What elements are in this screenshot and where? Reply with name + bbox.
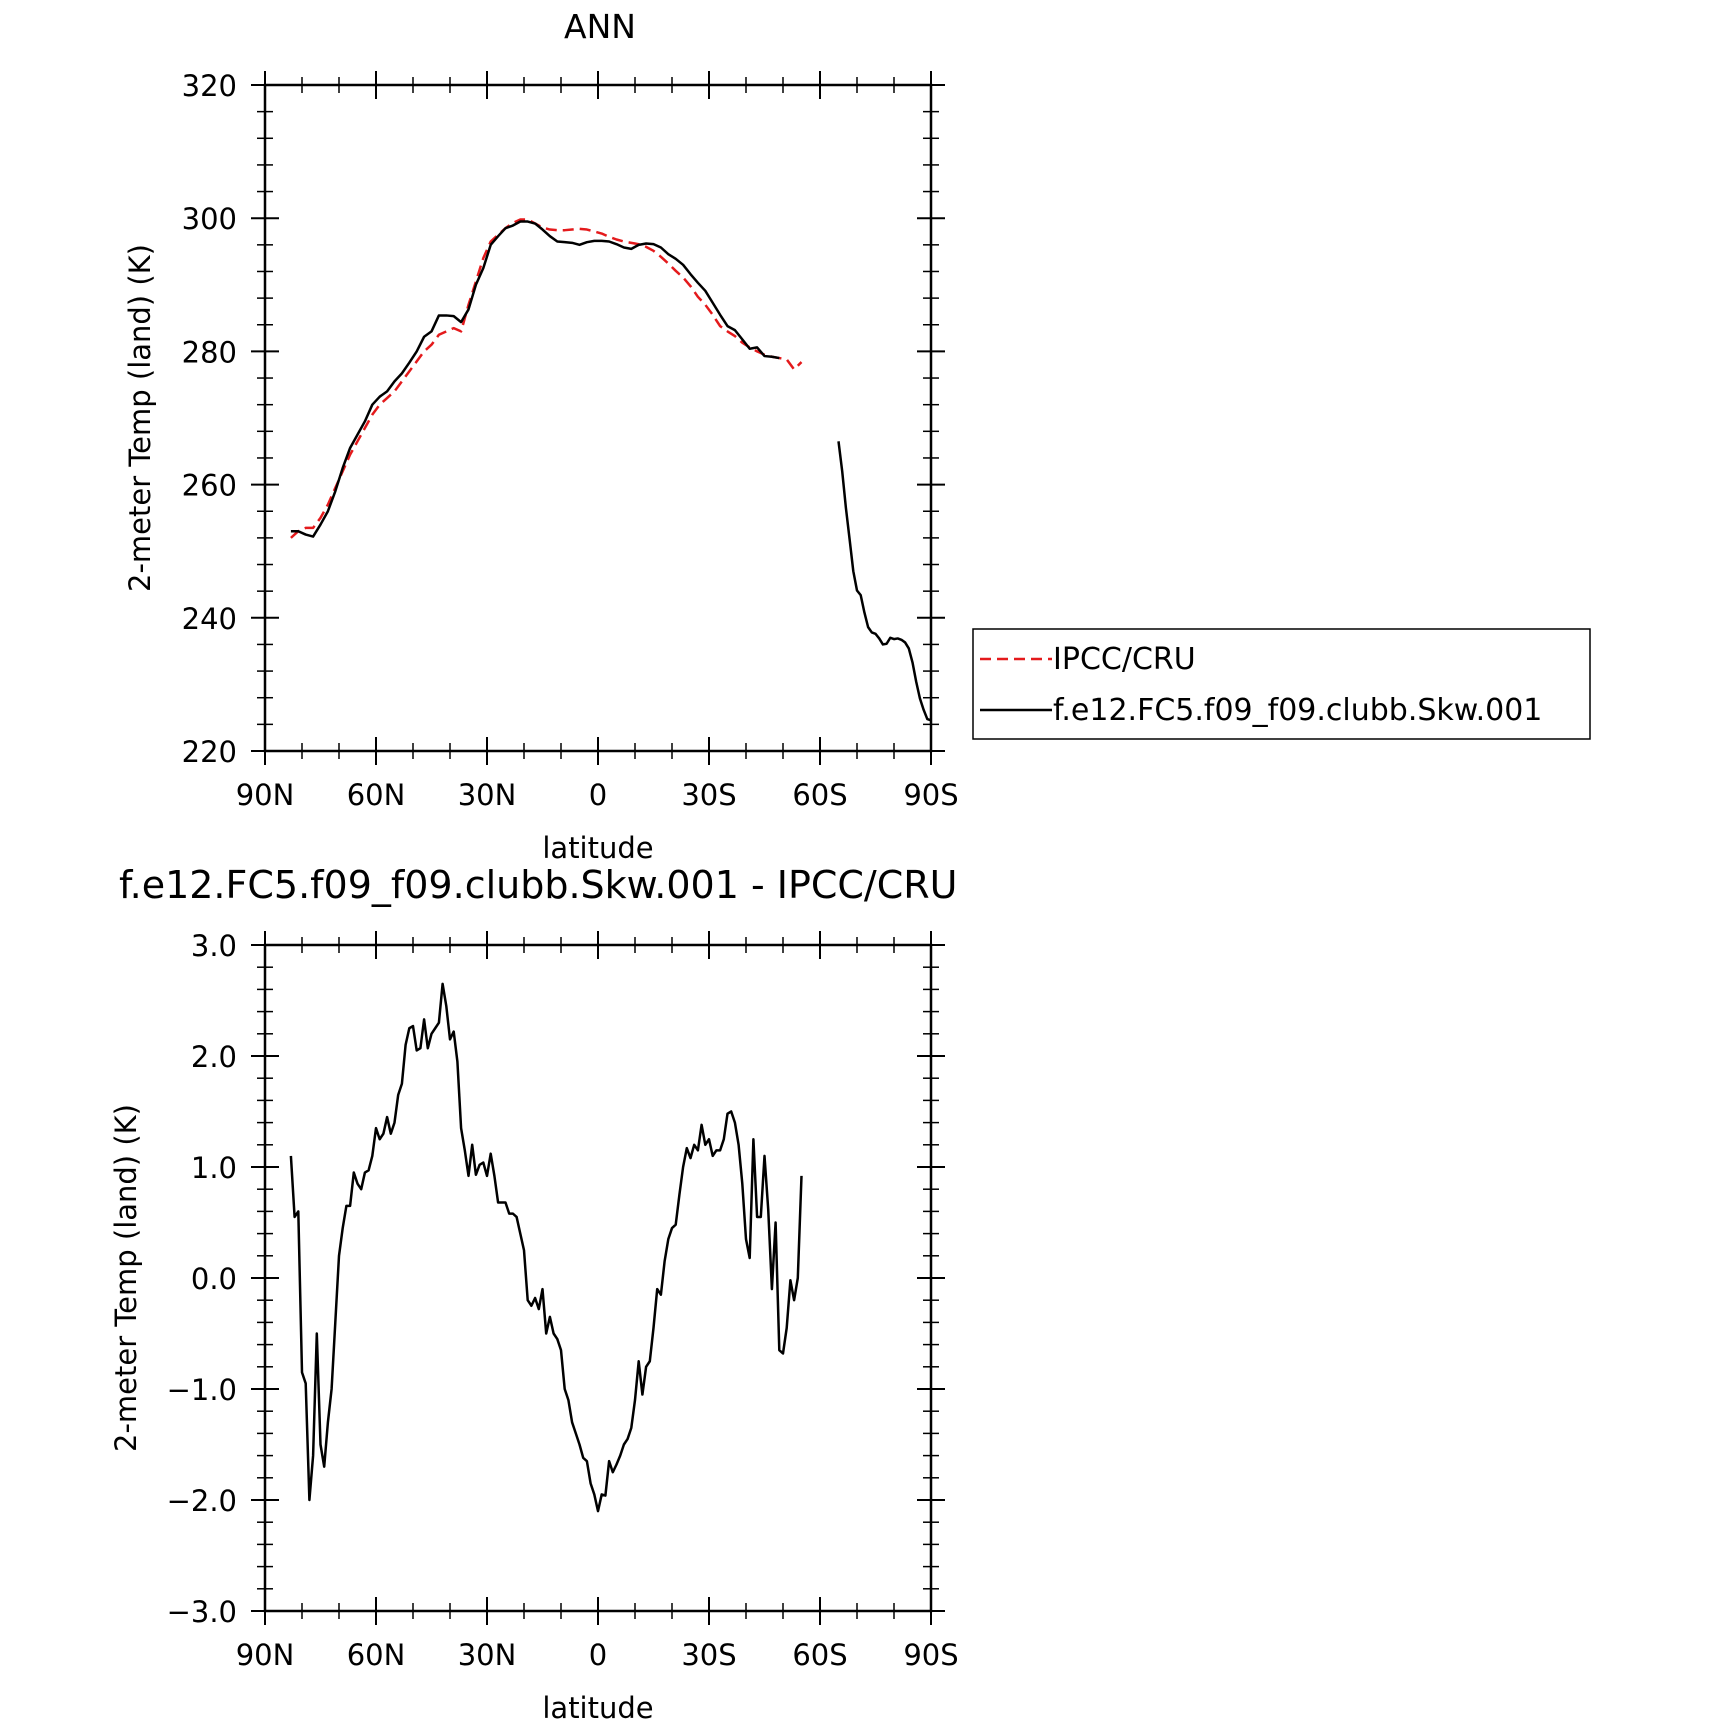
top-x-tick-label: 30N xyxy=(458,778,517,812)
bottom-panel: f.e12.FC5.f09_f09.clubb.Skw.001 - IPCC/C… xyxy=(109,863,959,1725)
top-x-tick-label: 60N xyxy=(347,778,406,812)
bottom-x-tick-label: 30N xyxy=(458,1638,517,1672)
bottom-x-tick-label: 90N xyxy=(236,1638,295,1672)
bottom-y-tick-label: 1.0 xyxy=(191,1151,237,1185)
bottom-y-tick-label: 2.0 xyxy=(191,1040,237,1074)
legend-label-model: f.e12.FC5.f09_f09.clubb.Skw.001 xyxy=(1053,693,1542,728)
top-x-axis-label: latitude xyxy=(542,831,653,865)
legend-label-ipcc-cru: IPCC/CRU xyxy=(1053,642,1196,677)
bottom-x-tick-label: 60N xyxy=(347,1638,406,1672)
bottom-chart-title: f.e12.FC5.f09_f09.clubb.Skw.001 - IPCC/C… xyxy=(119,863,958,907)
top-panel: ANN 90N 60N 30N 0 30S 60S 90S 220 240 260 280 300 32… xyxy=(123,7,959,865)
top-x-tick-label: 0 xyxy=(589,778,607,812)
top-y-tick-label: 260 xyxy=(182,469,237,503)
top-y-tick-label: 320 xyxy=(182,69,237,103)
top-x-tick-label: 90S xyxy=(903,778,958,812)
bottom-y-tick-label: −1.0 xyxy=(167,1373,237,1407)
top-plot-frame xyxy=(263,83,933,753)
bottom-x-tick-label: 60S xyxy=(792,1638,847,1672)
top-y-tick-label: 220 xyxy=(182,735,237,769)
bottom-x-tick-label: 90S xyxy=(903,1638,958,1672)
bottom-plot-frame xyxy=(263,943,933,1613)
top-x-tick-label: 90N xyxy=(236,778,295,812)
bottom-x-tick-label: 30S xyxy=(681,1638,736,1672)
bottom-x-axis-label: latitude xyxy=(542,1691,653,1725)
top-series-line-f-e12-fc5-f09-f09-clubb-skw-001 xyxy=(290,220,780,538)
bottom-y-tick-label: 3.0 xyxy=(191,929,237,963)
top-y-tick-label: 240 xyxy=(182,602,237,636)
top-series-line-series-2 xyxy=(837,441,932,722)
bottom-y-tick-label: −3.0 xyxy=(167,1595,237,1629)
legend: IPCC/CRU f.e12.FC5.f09_f09.clubb.Skw.001 xyxy=(972,628,1591,740)
top-y-tick-label: 280 xyxy=(182,335,237,369)
bottom-y-axis-label: 2-meter Temp (land) (K) xyxy=(109,1104,143,1452)
top-y-axis-label: 2-meter Temp (land) (K) xyxy=(123,244,157,592)
top-x-tick-label: 30S xyxy=(681,778,736,812)
top-y-tick-label: 300 xyxy=(182,202,237,236)
bottom-y-tick-label: −2.0 xyxy=(167,1484,237,1518)
top-series-line-ipcc-cru xyxy=(290,218,803,539)
bottom-series-line-series-0 xyxy=(289,982,803,1513)
top-chart-title: ANN xyxy=(564,7,636,46)
bottom-x-tick-label: 0 xyxy=(589,1638,607,1672)
top-x-tick-label: 60S xyxy=(792,778,847,812)
legend-box xyxy=(972,628,1591,740)
bottom-y-tick-label: 0.0 xyxy=(191,1262,237,1296)
